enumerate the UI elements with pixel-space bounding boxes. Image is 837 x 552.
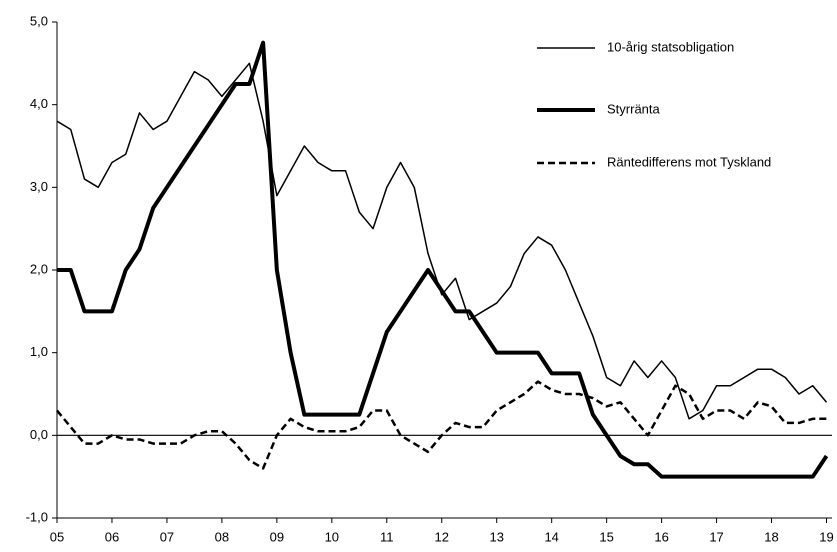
y-tick-label: 2,0 [30, 261, 48, 276]
x-tick-label: 18 [764, 529, 778, 544]
legend-label: Styrränta [607, 101, 661, 116]
y-tick-label: 0,0 [30, 427, 48, 442]
x-tick-label: 17 [709, 529, 723, 544]
x-tick-label: 07 [160, 529, 174, 544]
x-tick-label: 19 [819, 529, 833, 544]
x-tick-label: 15 [599, 529, 613, 544]
x-tick-label: 05 [50, 529, 64, 544]
y-tick-label: 1,0 [30, 344, 48, 359]
y-tick-label: 4,0 [30, 96, 48, 111]
x-tick-label: 16 [654, 529, 668, 544]
x-tick-label: 06 [105, 529, 119, 544]
x-tick-label: 10 [325, 529, 339, 544]
series-line [57, 40, 829, 479]
x-tick-label: 08 [215, 529, 229, 544]
legend-label: 10-årig statsobligation [607, 39, 734, 54]
x-tick-label: 11 [380, 529, 394, 544]
y-tick-label: 3,0 [30, 179, 48, 194]
x-tick-label: 09 [270, 529, 284, 544]
series-line [56, 380, 827, 470]
series-line [56, 62, 828, 420]
y-tick-label: 5,0 [30, 13, 48, 28]
x-tick-label: 12 [435, 529, 449, 544]
x-tick-label: 13 [489, 529, 503, 544]
legend-label: Räntedifferens mot Tyskland [607, 154, 771, 169]
y-tick-label: -1,0 [26, 509, 48, 524]
x-tick-label: 14 [544, 529, 558, 544]
